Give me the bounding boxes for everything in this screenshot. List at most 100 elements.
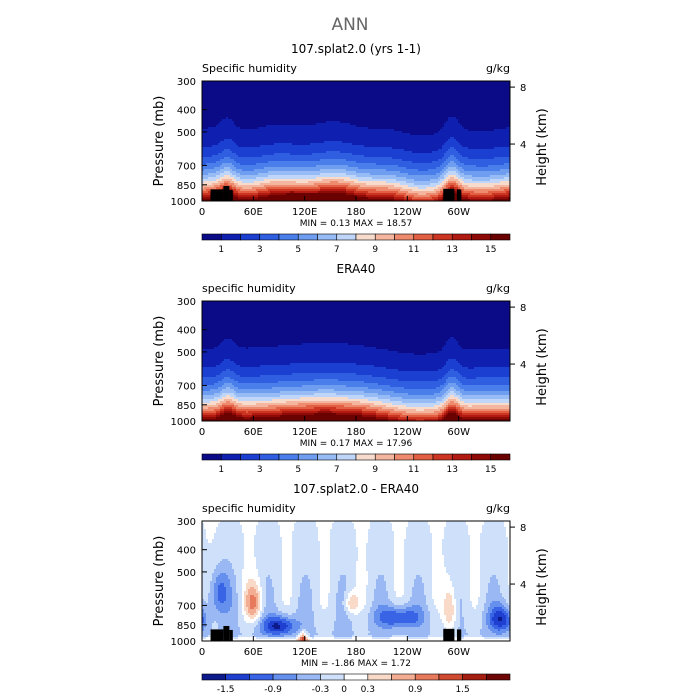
colorbar-label: 0 <box>341 685 347 695</box>
x-tick-label: 120E <box>292 647 317 658</box>
colorbar-label: 7 <box>334 245 340 255</box>
y-tick-label: 300 <box>177 517 196 528</box>
y-tick-label: 500 <box>177 128 196 139</box>
colorbar-swatch <box>225 673 250 681</box>
colorbar-swatch <box>394 453 415 461</box>
topography-mask <box>229 629 233 641</box>
colorbar-swatch <box>413 453 434 461</box>
y-tick-label: 1000 <box>171 197 196 208</box>
chart-panel-1: 107.splat2.0 (yrs 1-1) Specific humidity g… <box>152 42 550 255</box>
colorbar: -1.5 -0.9 -0.3 0 0.3 0.9 1.5 <box>201 673 511 695</box>
colorbar-swatch <box>240 233 261 241</box>
colorbar-swatch <box>486 673 511 681</box>
colorbar-swatch <box>432 453 453 461</box>
y2-tick-label: 8 <box>520 523 526 534</box>
y2-axis-label: Height (km) <box>535 328 550 405</box>
colorbar-label: 3 <box>257 465 263 475</box>
colorbar-swatch <box>394 233 415 241</box>
min-max-stats: MIN = 0.17 MAX = 17.96 <box>300 439 413 449</box>
colorbar-swatch <box>413 233 434 241</box>
y2-axis-label: Height (km) <box>535 548 550 625</box>
figure-title: ANN <box>331 15 368 35</box>
colorbar-swatch <box>432 233 453 241</box>
colorbar-swatch <box>220 233 241 241</box>
topography-mask <box>443 628 455 641</box>
colorbar-label: 13 <box>447 465 458 475</box>
colorbar-swatch <box>490 453 511 461</box>
heatmap-field <box>202 81 511 202</box>
x-tick-label: 120E <box>292 427 317 438</box>
colorbar-swatch <box>490 233 511 241</box>
topography-mask <box>223 625 230 641</box>
colorbar-swatch <box>336 233 357 241</box>
colorbar-swatch <box>259 233 280 241</box>
colorbar-swatch <box>201 673 226 681</box>
colorbar-swatch <box>296 673 321 681</box>
colorbar-label: 11 <box>408 465 419 475</box>
colorbar-label: -0.3 <box>312 685 330 695</box>
topography-mask <box>456 629 462 641</box>
y-tick-label: 1000 <box>171 417 196 428</box>
colorbar-swatch <box>220 453 241 461</box>
colorbar-swatch <box>259 453 280 461</box>
colorbar: 1 3 5 7 9 11 13 15 <box>201 453 511 475</box>
colorbar-swatch <box>451 233 472 241</box>
panel-title: ERA40 <box>337 262 376 276</box>
x-tick-label: 0 <box>199 427 205 438</box>
chart-panel-2: ERA40 specific humidity g/kg Pressure (mb) 3… <box>152 262 550 475</box>
colorbar-label: 1 <box>218 245 224 255</box>
y-tick-label: 400 <box>177 326 196 337</box>
x-tick-label: 60E <box>244 207 263 218</box>
colorbar-swatch <box>414 673 440 681</box>
colorbar-swatch <box>355 453 376 461</box>
panel-title: 107.splat2.0 - ERA40 <box>293 482 419 496</box>
colorbar-label: 11 <box>408 245 419 255</box>
x-tick-label: 180 <box>346 647 365 658</box>
colorbar-swatch <box>367 673 392 681</box>
y2-tick-label: 8 <box>520 303 526 314</box>
colorbar-swatch <box>317 233 338 241</box>
y-axis-label: Pressure (mb) <box>152 316 167 407</box>
units-label: g/kg <box>486 282 510 295</box>
colorbar-label: 1 <box>218 465 224 475</box>
y-tick-label: 850 <box>177 621 196 632</box>
colorbar-swatch <box>391 673 416 681</box>
variable-label: Specific humidity <box>202 62 297 75</box>
colorbar-label: -1.5 <box>217 685 235 695</box>
colorbar-label: 15 <box>485 245 496 255</box>
colorbar-label: 15 <box>485 465 496 475</box>
x-tick-label: 180 <box>346 427 365 438</box>
colorbar-swatch <box>355 233 376 241</box>
y2-tick-label: 8 <box>520 83 526 94</box>
chart-panel-3: 107.splat2.0 - ERA40 specific humidity g/k… <box>152 482 550 695</box>
colorbar-swatch <box>240 453 261 461</box>
x-tick-label: 120W <box>393 647 422 658</box>
x-tick-label: 180 <box>346 207 365 218</box>
colorbar-swatch <box>297 453 318 461</box>
x-tick-label: 0 <box>199 207 205 218</box>
y-tick-label: 850 <box>177 181 196 192</box>
colorbar-swatch <box>320 673 345 681</box>
min-max-stats: MIN = -1.86 MAX = 1.72 <box>301 659 411 669</box>
colorbar-swatch <box>272 673 298 681</box>
x-tick-label: 60E <box>244 647 263 658</box>
y-tick-label: 300 <box>177 77 196 88</box>
variable-label: specific humidity <box>202 502 296 515</box>
y-tick-label: 400 <box>177 546 196 557</box>
colorbar-swatch <box>201 453 222 461</box>
colorbar-swatch <box>374 453 395 461</box>
colorbar-swatch <box>336 453 357 461</box>
y-tick-label: 400 <box>177 106 196 117</box>
colorbar-swatch <box>343 673 369 681</box>
topography-mask <box>456 189 462 201</box>
x-tick-label: 120W <box>393 207 422 218</box>
min-max-stats: MIN = 0.13 MAX = 18.57 <box>300 219 412 229</box>
units-label: g/kg <box>486 62 510 75</box>
topography-mask <box>210 629 224 641</box>
colorbar-swatch <box>201 233 222 241</box>
heatmap-field <box>202 301 511 422</box>
colorbar-label: -0.9 <box>264 685 282 695</box>
colorbar-swatch <box>249 673 274 681</box>
y-tick-label: 300 <box>177 297 196 308</box>
x-tick-label: 60W <box>447 427 470 438</box>
